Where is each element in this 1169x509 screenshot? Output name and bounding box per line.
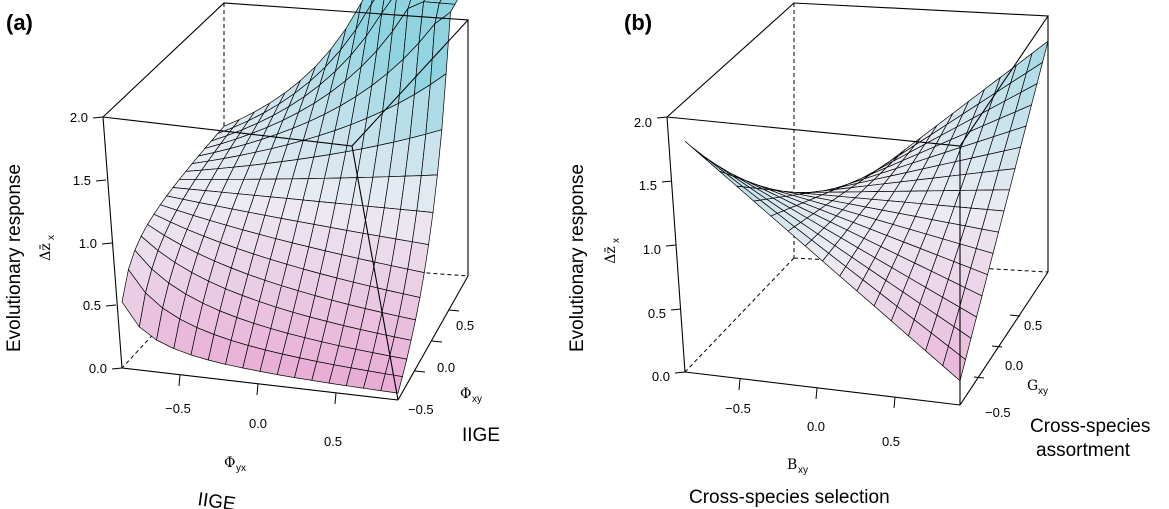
y-axis-symbol-a: Φ xy: [460, 386, 482, 405]
box-b-floor-front: [684, 371, 961, 406]
x-axis-title-b: Cross-species selection: [689, 487, 890, 508]
box-a-front-edge: [351, 145, 399, 401]
svg-text:Δz̄: Δz̄: [38, 243, 54, 261]
z-axis-label-b: Evolutionary response: [567, 164, 588, 352]
y-tick-b: −0.5: [985, 405, 1011, 420]
x-tick-a: 0.5: [324, 434, 342, 449]
svg-text:xy: xy: [1038, 386, 1048, 397]
svg-text:Δz̄: Δz̄: [603, 246, 619, 264]
box-a-floor-right: [397, 275, 469, 401]
z-tick-a: 2.0: [70, 110, 88, 125]
z-tick-a: 1.5: [73, 173, 91, 188]
z-tick-a: 0.0: [89, 361, 107, 376]
svg-text:x: x: [611, 238, 622, 243]
svg-text:yx: yx: [236, 463, 246, 474]
x-tick-a: −0.5: [165, 401, 191, 416]
x-axis-b: −0.5 0.0 0.5: [725, 378, 900, 449]
z-symbol-a: Δz̄ x: [38, 235, 57, 261]
z-axis-b: 2.0 1.5 1.0 0.5 0.0: [634, 115, 686, 384]
box-b-left-edge: [666, 116, 686, 373]
y-tick-a: −0.5: [408, 402, 434, 417]
x-tick-b: 0.5: [882, 434, 900, 449]
z-tick-a: 0.5: [83, 298, 101, 313]
box-a-floor-front: [121, 367, 399, 401]
panel-b-label: (b): [624, 10, 652, 35]
y-tick-a: 0.5: [456, 318, 474, 333]
svg-text:B: B: [787, 457, 797, 473]
x-tick-a: 0.0: [249, 416, 267, 431]
y-axis-b: −0.5 0.0 0.5: [973, 314, 1042, 420]
surface-facet: [701, 155, 727, 174]
y-axis-a: −0.5 0.0 0.5: [408, 309, 474, 417]
surface-facet: [371, 0, 375, 5]
svg-text:xy: xy: [472, 394, 482, 405]
y-axis-title-b-line2: assortment: [1036, 440, 1131, 461]
z-tick-a: 1.0: [79, 236, 97, 251]
z-axis-a: 2.0 1.5 1.0 0.5 0.0: [70, 110, 123, 376]
y-tick-b: 0.0: [1005, 358, 1023, 373]
box-b-hidden-floor-left: [684, 257, 795, 373]
x-tick-b: 0.0: [807, 419, 825, 434]
surface-facet: [380, 373, 403, 394]
y-axis-title-a: IIGE: [462, 425, 500, 446]
y-axis-symbol-b: G xy: [1027, 378, 1048, 397]
box-a-left-edge: [102, 116, 123, 369]
z-tick-b: 1.5: [639, 178, 657, 193]
z-axis-label-a: Evolutionary response: [4, 164, 25, 352]
svg-text:xy: xy: [798, 465, 808, 476]
panel-a-label: (a): [6, 10, 33, 35]
x-axis-symbol-a: Φ yx: [224, 455, 246, 474]
x-tick-b: −0.5: [725, 401, 751, 416]
surface-b: [684, 40, 1049, 382]
x-axis-title-a: IIGE: [196, 489, 237, 509]
svg-text:x: x: [46, 235, 57, 240]
y-axis-title-b-line1: Cross-species: [1030, 416, 1150, 437]
surface-facet: [684, 140, 710, 161]
box-b-floor-right: [959, 271, 1049, 406]
z-tick-b: 2.0: [634, 115, 652, 130]
z-symbol-b: Δz̄ x: [603, 238, 622, 264]
z-tick-b: 0.0: [652, 369, 670, 384]
svg-text:Φ: Φ: [224, 455, 235, 471]
z-tick-b: 0.5: [648, 306, 666, 321]
panel-b: 2.0 1.5 1.0 0.5 0.0 −0.5 0.0 0.5 −0.5 0.…: [567, 2, 1150, 508]
svg-text:G: G: [1027, 378, 1038, 394]
y-tick-a: 0.0: [437, 360, 455, 375]
x-axis-a: −0.5 0.0 0.5: [165, 374, 342, 449]
x-axis-symbol-b: B xy: [787, 457, 808, 476]
z-tick-b: 1.0: [643, 242, 661, 257]
surface-a: [121, 0, 458, 394]
svg-text:Φ: Φ: [460, 386, 471, 402]
y-tick-b: 0.5: [1024, 318, 1042, 333]
panel-a: 2.0 1.5 1.0 0.5 0.0 −0.5 0.0 0.5 −0.5 0.…: [4, 0, 500, 509]
